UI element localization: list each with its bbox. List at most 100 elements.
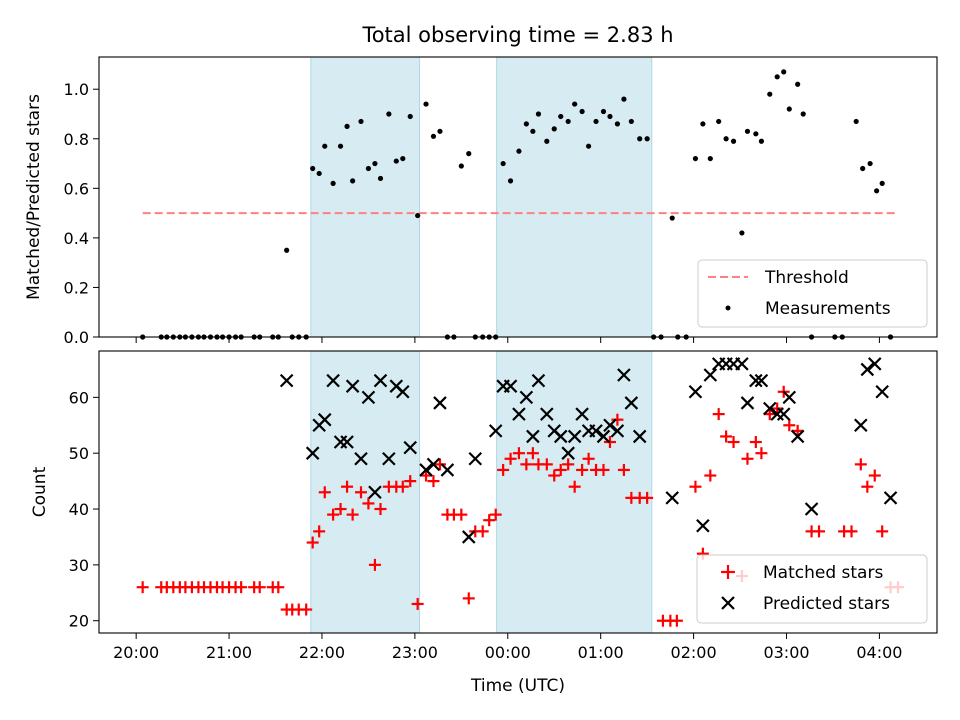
predicted-star-marker-b	[368, 485, 382, 500]
predicted-star-marker-b	[762, 401, 777, 416]
measurement-point	[558, 113, 564, 120]
matched-star-marker	[868, 469, 881, 482]
matched-star-marker	[300, 603, 313, 616]
predicted-star-marker	[696, 519, 710, 533]
matched-star-marker	[362, 497, 375, 510]
measurement-point	[544, 138, 550, 144]
predicted-star-marker-b	[589, 424, 603, 438]
x-tick-label: 20:00	[113, 643, 159, 662]
bottom-series-layer	[136, 357, 904, 627]
predicted-star-marker	[860, 362, 875, 377]
matched-star-marker	[568, 480, 581, 493]
measurement-point	[628, 118, 634, 125]
predicted-star-marker	[567, 429, 582, 444]
predicted-star-marker-b	[854, 418, 868, 433]
matched-star-marker	[582, 452, 595, 465]
measurement-point	[767, 91, 773, 97]
predicted-star-marker	[279, 373, 294, 388]
legend-label-threshold: Threshold	[764, 268, 849, 288]
x-tick-label: 04:00	[856, 643, 902, 662]
predicted-star-marker-b	[575, 407, 589, 421]
predicted-star-marker-b	[610, 424, 625, 438]
predicted-star-marker	[854, 418, 868, 433]
measurement-point	[795, 81, 801, 87]
predicted-star-marker	[867, 357, 882, 371]
y-tick-label: 1.0	[64, 80, 89, 99]
predicted-star-marker	[326, 373, 340, 388]
matched-star-marker	[617, 463, 630, 476]
matched-star-marker	[861, 480, 874, 493]
measurement-point	[586, 143, 592, 149]
top-y-axis: 0.0 0.2 0.4 0.6 0.8 1.0	[64, 80, 99, 347]
predicted-star-marker-b	[624, 396, 639, 410]
top-y-axis-label: Matched/Predicted stars	[24, 94, 44, 300]
y-tick-label: 0.4	[64, 229, 89, 248]
x-tick-label: 21:00	[206, 643, 252, 662]
predicted-star-marker-b	[354, 451, 368, 466]
predicted-star-marker	[688, 384, 703, 399]
predicted-star-marker-b	[703, 368, 718, 382]
matched-star-marker	[771, 402, 784, 415]
predicted-star-marker	[603, 418, 617, 433]
predicted-star-marker-b	[468, 451, 483, 466]
predicted-star-marker	[624, 396, 639, 410]
predicted-star-marker	[433, 396, 447, 410]
predicted-star-marker-b	[488, 424, 503, 438]
measurement-point	[386, 111, 392, 117]
predicted-star-marker-b	[754, 373, 769, 388]
y-tick-label: 0.0	[64, 328, 89, 347]
x-tick-label: 03:00	[763, 643, 809, 662]
measurement-point	[786, 106, 792, 112]
predicted-star-marker	[790, 429, 805, 444]
matched-star-marker	[420, 469, 433, 482]
measurement-point	[758, 138, 765, 144]
measurement-point	[669, 215, 675, 221]
predicted-star-marker	[345, 379, 360, 393]
y-tick-label: 0.6	[64, 179, 89, 198]
predicted-star-marker	[382, 451, 396, 466]
predicted-star-marker	[396, 384, 410, 399]
matched-star-marker	[368, 558, 381, 571]
predicted-star-marker	[419, 463, 433, 477]
predicted-star-marker-b	[665, 491, 679, 505]
matched-star-marker	[641, 491, 654, 504]
predicted-star-marker-b	[326, 373, 340, 388]
measurement-point	[466, 151, 472, 157]
measurement-point	[879, 180, 885, 186]
predicted-star-marker	[782, 390, 797, 405]
predicted-star-marker-b	[345, 379, 360, 393]
predicted-star-marker	[735, 357, 749, 371]
measurement-point	[700, 121, 706, 127]
top-panel: 0.0 0.2 0.4 0.6 0.8 1.0 Matched/Predicted sta…	[24, 56, 938, 347]
measurement-point	[744, 128, 751, 134]
matched-star-marker	[272, 581, 285, 594]
measurement-point	[607, 113, 613, 120]
predicted-star-marker	[883, 491, 898, 505]
measurement-point	[800, 111, 806, 117]
matched-star-marker	[504, 452, 517, 465]
predicted-star-marker-b	[688, 384, 703, 399]
matched-star-marker	[404, 475, 417, 488]
measurement-point	[516, 148, 522, 154]
x-tick-label: 01:00	[578, 643, 624, 662]
predicted-star-marker	[512, 407, 526, 421]
measurement-point	[730, 138, 737, 144]
top-x-ticks	[135, 337, 880, 343]
matched-star-marker	[235, 581, 248, 594]
predicted-star-marker	[596, 429, 611, 444]
predicted-star-marker	[305, 446, 320, 460]
predicted-star-marker	[368, 485, 382, 500]
measurement-point	[316, 170, 322, 177]
matched-star-marker	[327, 508, 340, 521]
predicted-star-marker	[519, 390, 534, 405]
predicted-star-marker	[749, 373, 763, 388]
predicted-star-marker-b	[433, 396, 447, 410]
predicted-star-marker	[503, 379, 518, 393]
matched-star-marker	[670, 614, 683, 627]
matched-star-marker	[791, 424, 804, 437]
measurement-point	[621, 96, 627, 102]
measurement-point	[530, 128, 536, 134]
matched-star-marker	[611, 413, 624, 426]
matched-star-marker	[346, 508, 359, 521]
legend-label-matched-stars: Matched stars	[763, 563, 883, 583]
